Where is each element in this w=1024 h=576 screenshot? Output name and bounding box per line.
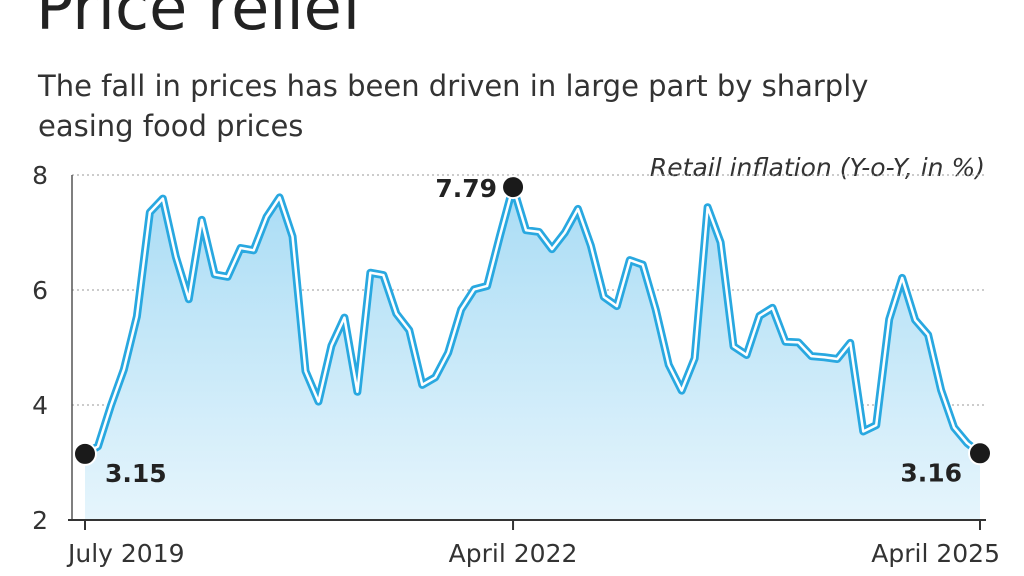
x-tick-label: July 2019: [66, 539, 185, 568]
chart-subtitle: The fall in prices has been driven in la…: [38, 69, 869, 143]
data-label: 3.16: [900, 458, 962, 487]
y-tick-label: 8: [32, 161, 48, 190]
line-inner: [83, 185, 982, 456]
data-label: 7.79: [435, 174, 497, 203]
data-label: 3.15: [105, 459, 167, 488]
highlight-dot: [968, 441, 992, 466]
y-axis-label: Retail inflation (Y-o-Y, in %): [650, 153, 985, 182]
area-fill: [85, 187, 980, 520]
highlight-dot: [501, 175, 526, 200]
x-tick-label: April 2025: [871, 539, 1000, 568]
x-tick-label: April 2022: [449, 539, 578, 568]
y-tick-label: 6: [32, 276, 48, 305]
y-tick-label: 4: [32, 391, 48, 420]
chart-title: Price relief: [36, 0, 364, 44]
y-tick-label: 2: [32, 506, 48, 535]
highlight-dot: [73, 441, 97, 466]
